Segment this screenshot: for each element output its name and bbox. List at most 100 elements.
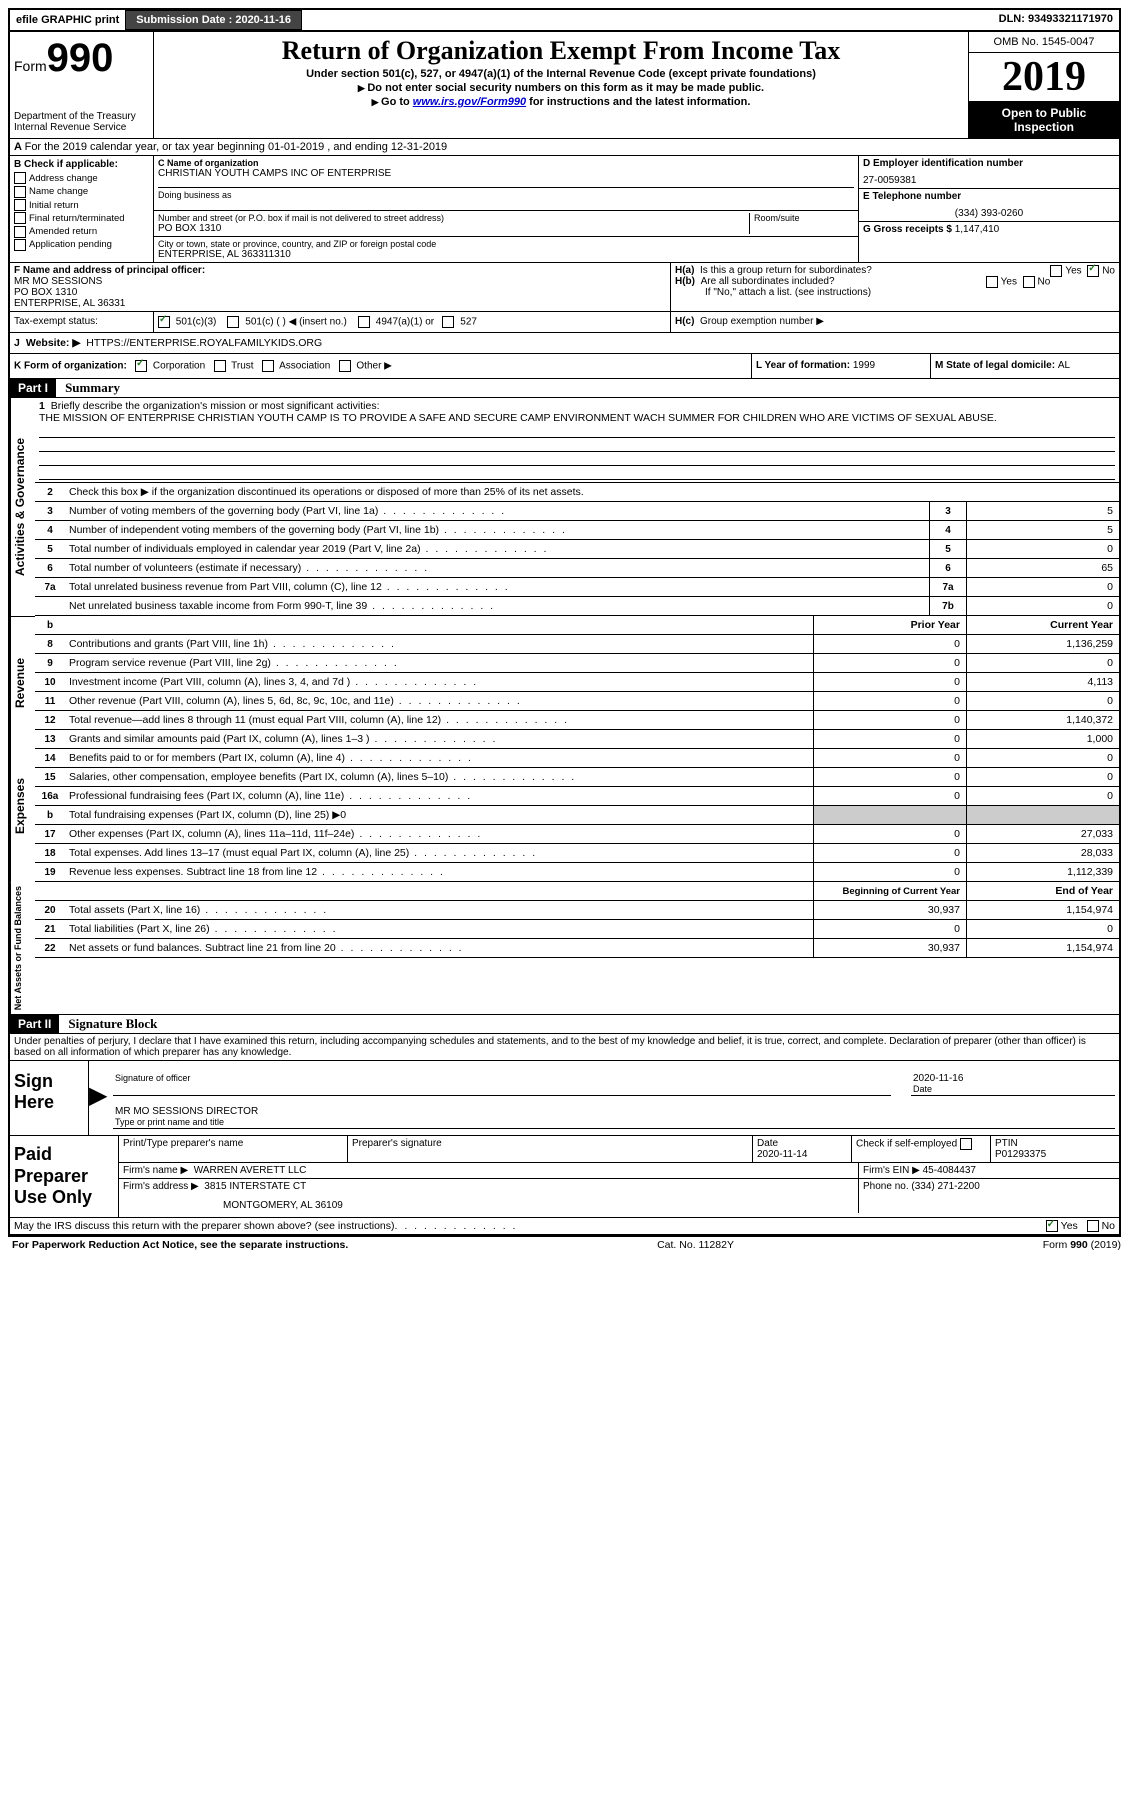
submission-date-button[interactable]: Submission Date : 2020-11-16 (125, 10, 302, 30)
4947-checkbox[interactable] (358, 316, 370, 328)
governance-section: Activities & Governance 1 Briefly descri… (10, 398, 1119, 616)
governance-label: Activities & Governance (10, 398, 35, 616)
table-row: 8 Contributions and grants (Part VIII, l… (35, 635, 1119, 654)
527-checkbox[interactable] (442, 316, 454, 328)
501c3-checkbox[interactable] (158, 316, 170, 328)
address-change-checkbox[interactable] (14, 172, 26, 184)
self-employed-checkbox[interactable] (960, 1138, 972, 1150)
table-row: 14 Benefits paid to or for members (Part… (35, 749, 1119, 768)
declaration: Under penalties of perjury, I declare th… (10, 1034, 1119, 1061)
col-d: D Employer identification number 27-0059… (858, 156, 1119, 262)
hb-yes-checkbox[interactable] (986, 276, 998, 288)
net-assets-label: Net Assets or Fund Balances (10, 882, 35, 1014)
header-sub1: Under section 501(c), 527, or 4947(a)(1)… (164, 68, 958, 80)
dept-treasury: Department of the Treasury (14, 111, 149, 122)
ha-no-checkbox[interactable] (1087, 265, 1099, 277)
tax-year: 2019 (969, 53, 1119, 102)
table-row: 18 Total expenses. Add lines 13–17 (must… (35, 844, 1119, 863)
application-pending-checkbox[interactable] (14, 239, 26, 251)
amended-return-checkbox[interactable] (14, 226, 26, 238)
open-public-badge: Open to Public Inspection (969, 102, 1119, 138)
table-row: 4 Number of independent voting members o… (35, 521, 1119, 540)
sign-content: Signature of officer 2020-11-16 Date MR … (109, 1061, 1119, 1135)
website-url: HTTPS://ENTERPRISE.ROYALFAMILYKIDS.ORG (86, 337, 322, 349)
table-row: 17 Other expenses (Part IX, column (A), … (35, 825, 1119, 844)
sign-section: Sign Here ▶ Signature of officer 2020-11… (10, 1061, 1119, 1136)
table-row: 19 Revenue less expenses. Subtract line … (35, 863, 1119, 882)
table-row: 22 Net assets or fund balances. Subtract… (35, 939, 1119, 958)
table-row: 21 Total liabilities (Part X, line 26) 0… (35, 920, 1119, 939)
table-row: 10 Investment income (Part VIII, column … (35, 673, 1119, 692)
header-sub3: Go to www.irs.gov/Form990 for instructio… (164, 96, 958, 108)
form-org: K Form of organization: Corporation Trus… (10, 354, 752, 378)
table-row: 6 Total number of volunteers (estimate i… (35, 559, 1119, 578)
table-row: 11 Other revenue (Part VIII, column (A),… (35, 692, 1119, 711)
part1-badge: Part I (10, 379, 56, 397)
efile-label: efile GRAPHIC print (10, 11, 125, 29)
phone-cell: E Telephone number (334) 393-0260 (859, 189, 1119, 222)
ha-yes-checkbox[interactable] (1050, 265, 1062, 277)
table-row: 7a Total unrelated business revenue from… (35, 578, 1119, 597)
top-bar: efile GRAPHIC print Submission Date : 20… (10, 10, 1119, 32)
irs-label: Internal Revenue Service (14, 122, 149, 133)
website-row: J Website: ▶ HTTPS://ENTERPRISE.ROYALFAM… (10, 333, 1119, 354)
form-version: Form 990 (2019) (1043, 1239, 1121, 1251)
header-sub2: Do not enter social security numbers on … (164, 82, 958, 94)
initial-return-checkbox[interactable] (14, 199, 26, 211)
dln: DLN: 93493321171970 (993, 10, 1119, 30)
preparer-label: Paid Preparer Use Only (10, 1136, 119, 1217)
bcd-block: B Check if applicable: Address change Na… (10, 156, 1119, 263)
year-formation: L Year of formation: 1999 (752, 354, 931, 378)
table-row: 20 Total assets (Part X, line 16) 30,937… (35, 901, 1119, 920)
expenses-label: Expenses (10, 730, 35, 882)
form990-link[interactable]: www.irs.gov/Form990 (413, 96, 526, 108)
tax-exempt-options: 501(c)(3) 501(c) ( ) ◀ (insert no.) 4947… (154, 312, 671, 332)
table-row: 16a Professional fundraising fees (Part … (35, 787, 1119, 806)
principal-officer: F Name and address of principal officer:… (10, 263, 671, 311)
form-header: Form990 Department of the Treasury Inter… (10, 32, 1119, 139)
officer-name-field: MR MO SESSIONS DIRECTOR Type or print na… (113, 1098, 1115, 1129)
table-row: 13 Grants and similar amounts paid (Part… (35, 730, 1119, 749)
preparer-section: Paid Preparer Use Only Print/Type prepar… (10, 1136, 1119, 1218)
net-assets-section: Net Assets or Fund Balances Beginning of… (10, 882, 1119, 1015)
other-checkbox[interactable] (339, 360, 351, 372)
hb-no-checkbox[interactable] (1023, 276, 1035, 288)
h-block: H(a) Is this a group return for subordin… (671, 263, 1119, 311)
hc-cell: H(c) Group exemption number ▶ (671, 312, 1119, 332)
form-title: Return of Organization Exempt From Incom… (164, 36, 958, 66)
revenue-label: Revenue (10, 635, 35, 730)
tax-exempt-row: Tax-exempt status: 501(c)(3) 501(c) ( ) … (10, 312, 1119, 333)
address-cell: Number and street (or P.O. box if mail i… (154, 211, 858, 237)
mission-block: 1 Briefly describe the organization's mi… (35, 398, 1119, 482)
table-row: 15 Salaries, other compensation, employe… (35, 768, 1119, 787)
form-container: efile GRAPHIC print Submission Date : 20… (8, 8, 1121, 1237)
revenue-section: Revenue 8 Contributions and grants (Part… (10, 635, 1119, 730)
corp-checkbox[interactable] (135, 360, 147, 372)
table-row: 9 Program service revenue (Part VIII, li… (35, 654, 1119, 673)
footer: For Paperwork Reduction Act Notice, see … (8, 1237, 1125, 1253)
discuss-no-checkbox[interactable] (1087, 1220, 1099, 1232)
trust-checkbox[interactable] (214, 360, 226, 372)
sign-date-field: 2020-11-16 Date (911, 1065, 1115, 1096)
header-left: Form990 Department of the Treasury Inter… (10, 32, 154, 138)
omb-number: OMB No. 1545-0047 (969, 32, 1119, 53)
officer-signature-field[interactable]: Signature of officer (113, 1065, 891, 1096)
ein-cell: D Employer identification number 27-0059… (859, 156, 1119, 189)
form-number: 990 (47, 36, 114, 80)
part2-header-row: Part II Signature Block (10, 1015, 1119, 1034)
discuss-yes-checkbox[interactable] (1046, 1220, 1058, 1232)
header-center: Return of Organization Exempt From Incom… (154, 32, 968, 138)
header-right: OMB No. 1545-0047 2019 Open to Public In… (968, 32, 1119, 138)
form-word: Form (14, 58, 47, 74)
col-c: C Name of organization CHRISTIAN YOUTH C… (154, 156, 858, 262)
table-row: b Total fundraising expenses (Part IX, c… (35, 806, 1119, 825)
assoc-checkbox[interactable] (262, 360, 274, 372)
table-row: 3 Number of voting members of the govern… (35, 502, 1119, 521)
discuss-row: May the IRS discuss this return with the… (10, 1218, 1119, 1235)
sign-here-label: Sign Here (10, 1061, 89, 1135)
final-return-checkbox[interactable] (14, 212, 26, 224)
501c-checkbox[interactable] (227, 316, 239, 328)
part2-badge: Part II (10, 1015, 59, 1033)
expenses-section: Expenses 13 Grants and similar amounts p… (10, 730, 1119, 882)
name-change-checkbox[interactable] (14, 186, 26, 198)
